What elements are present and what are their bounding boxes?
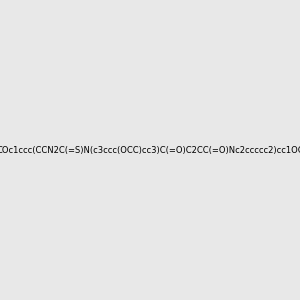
Text: COc1ccc(CCN2C(=S)N(c3ccc(OCC)cc3)C(=O)C2CC(=O)Nc2ccccc2)cc1OC: COc1ccc(CCN2C(=S)N(c3ccc(OCC)cc3)C(=O)C2… — [0, 146, 300, 154]
